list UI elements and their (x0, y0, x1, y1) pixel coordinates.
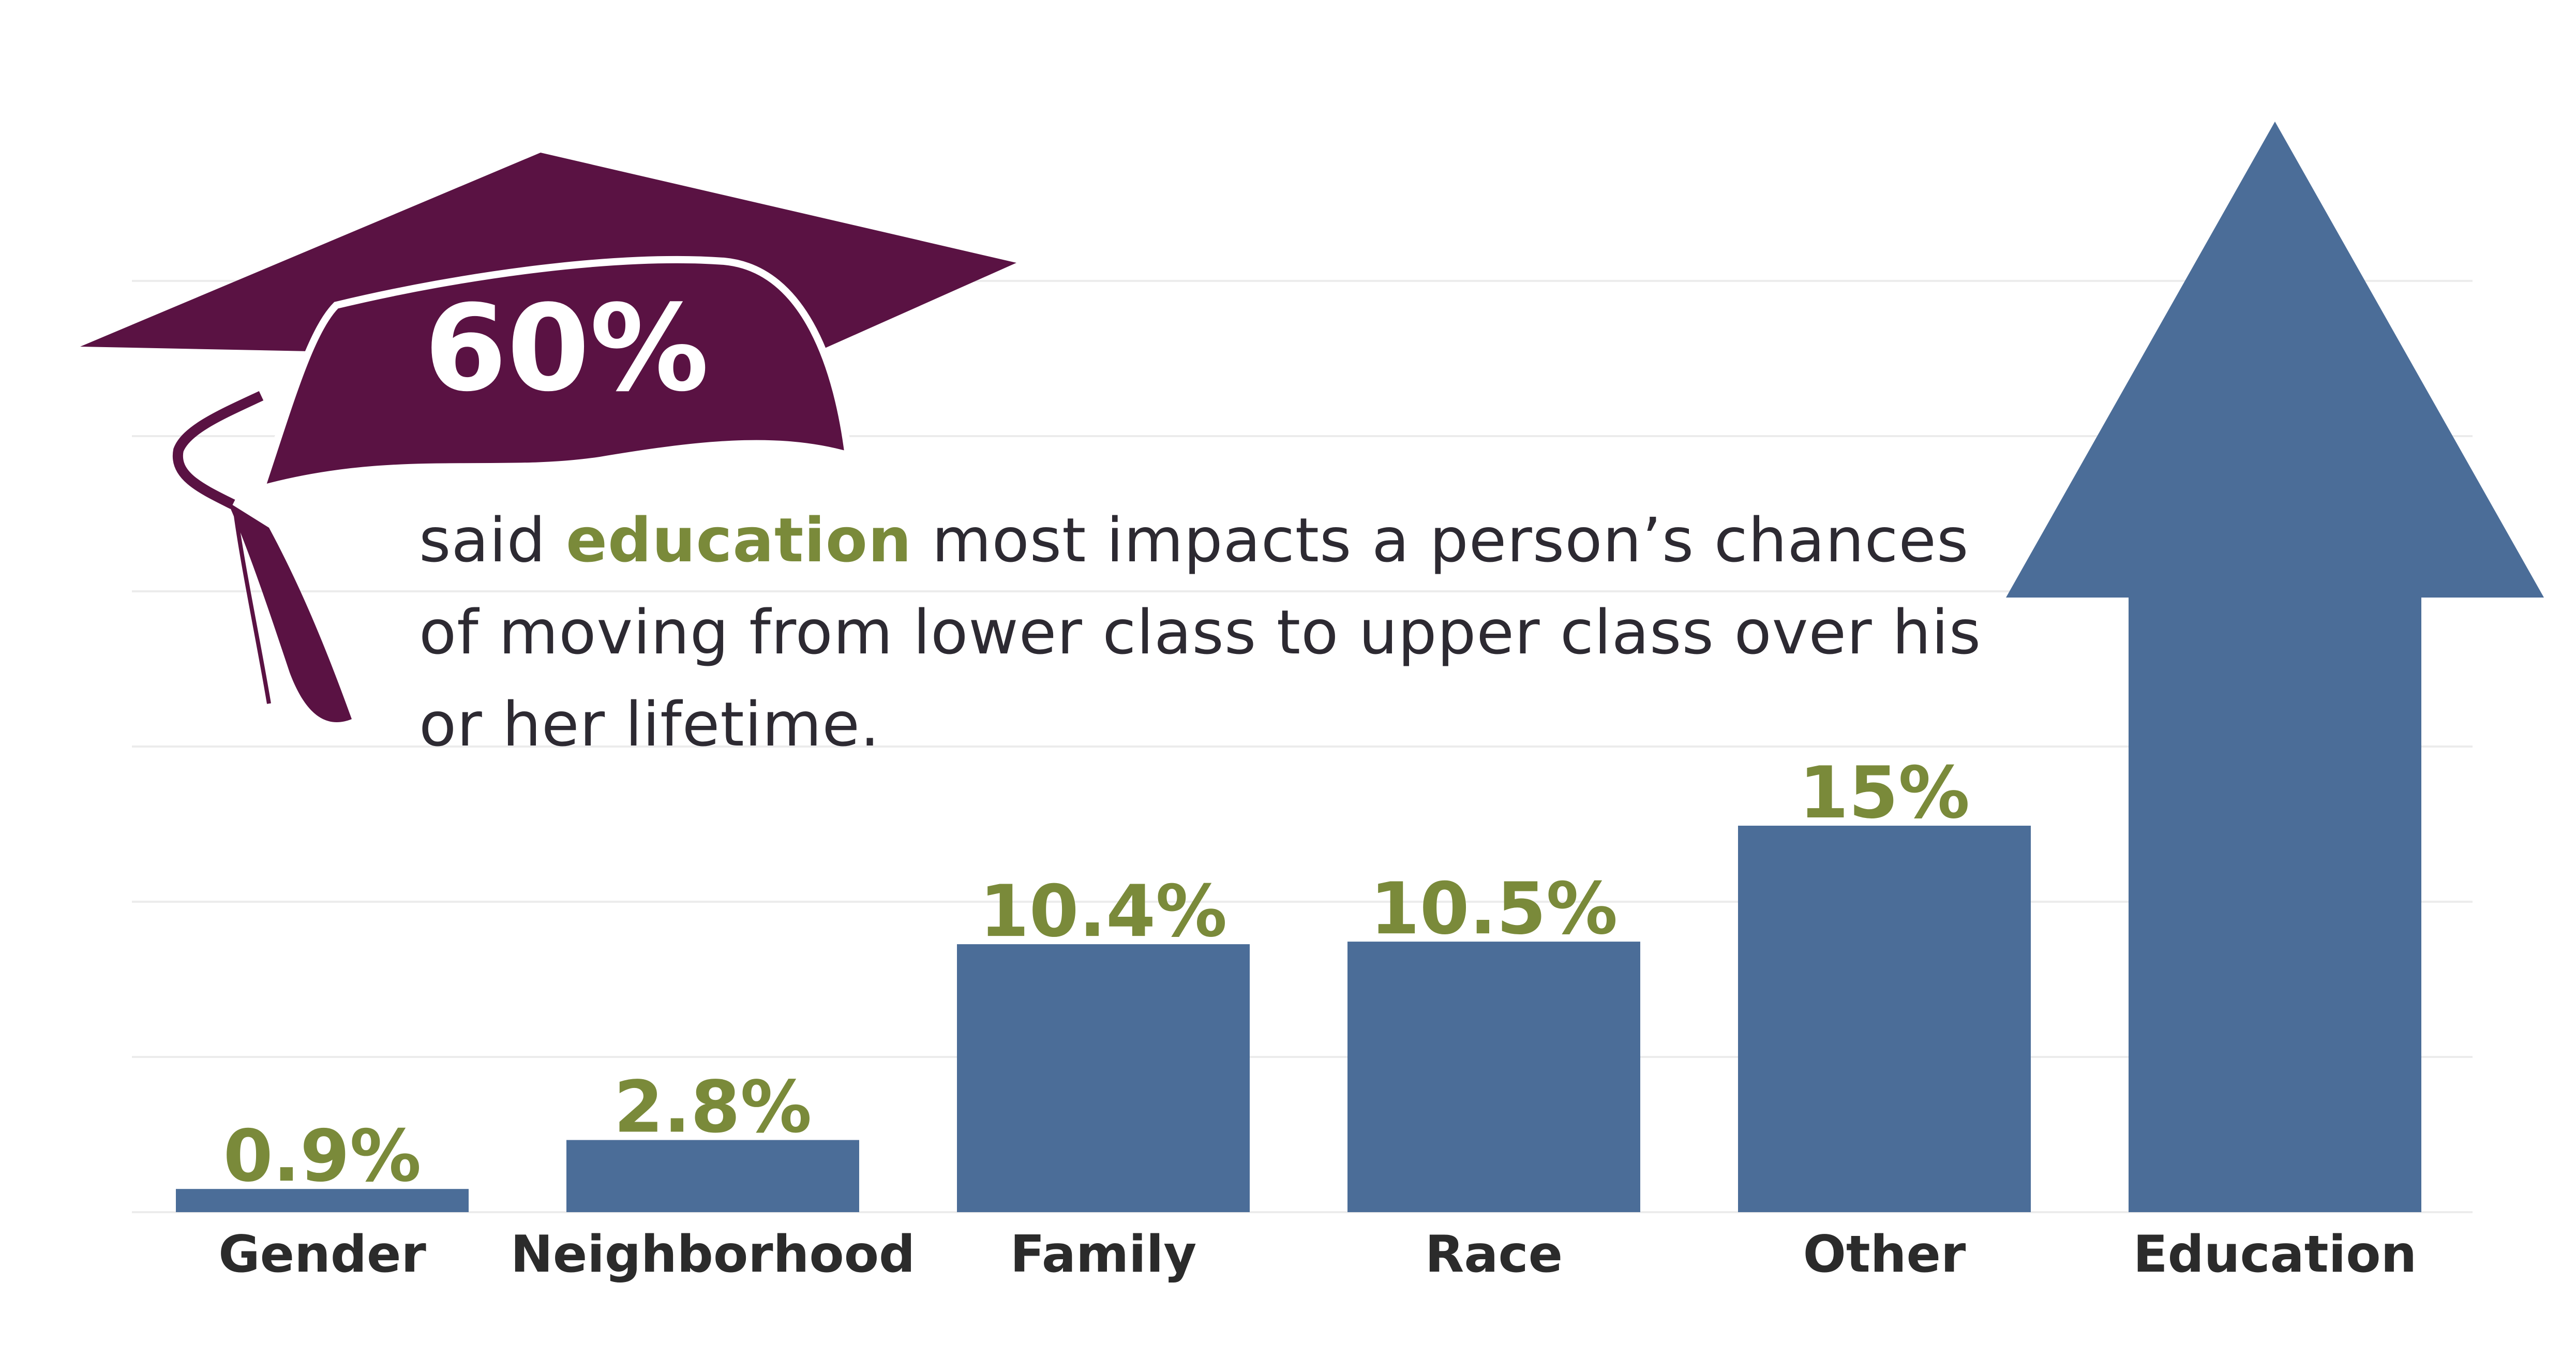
value-label-other: 15% (1799, 751, 1970, 834)
bar-neighborhood (566, 1140, 859, 1212)
headline-text: said education most impacts a person’s c… (419, 494, 2023, 770)
value-label-gender: 0.9% (223, 1114, 422, 1198)
labels: 0.9% Gender 2.8% Neighborhood 10.4% Family 10.… (218, 751, 2417, 1284)
headline-text-before: said (419, 504, 566, 576)
bar-education-arrow (2006, 122, 2544, 1212)
bar-race (1347, 942, 1640, 1212)
bars (176, 122, 2544, 1212)
value-label-race: 10.5% (1370, 867, 1618, 950)
category-label-gender: Gender (218, 1225, 426, 1284)
headline-text-after: most impacts a person’s chances of movin… (419, 504, 1982, 760)
bar-family (957, 944, 1250, 1212)
headline-percent: 60% (424, 280, 709, 418)
headline-highlight: education (565, 504, 912, 576)
category-label-other: Other (1803, 1225, 1966, 1284)
bar-other (1738, 826, 2031, 1212)
value-label-neighborhood: 2.8% (614, 1066, 812, 1149)
category-label-race: Race (1425, 1225, 1563, 1284)
graduation-cap-icon (80, 153, 1016, 722)
value-label-family: 10.4% (980, 870, 1227, 953)
category-label-neighborhood: Neighborhood (511, 1225, 915, 1284)
category-label-family: Family (1010, 1225, 1197, 1284)
category-label-education: Education (2133, 1225, 2417, 1284)
bar-gender (176, 1189, 469, 1212)
